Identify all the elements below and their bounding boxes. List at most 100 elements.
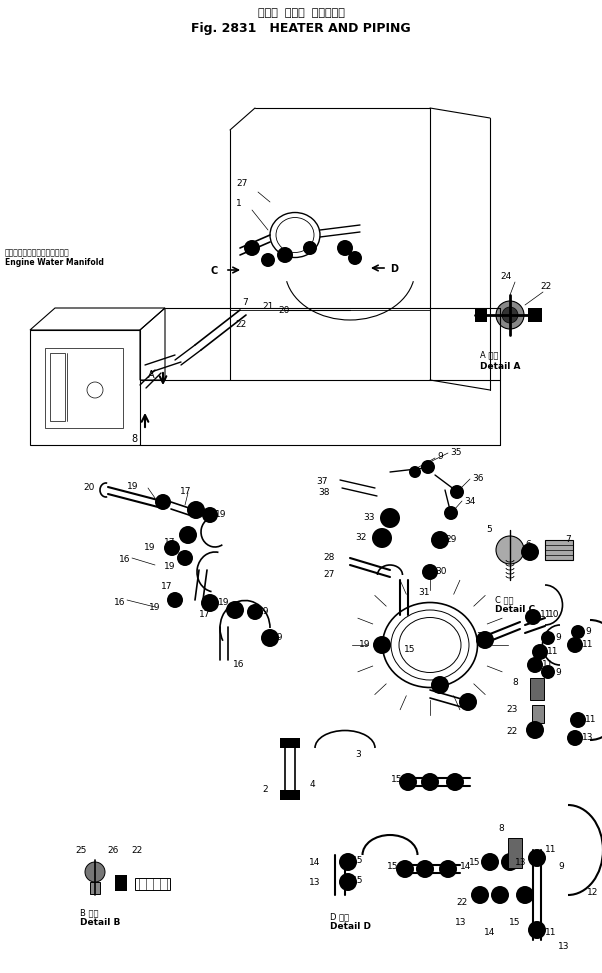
Circle shape: [399, 773, 417, 791]
Circle shape: [261, 253, 275, 267]
Bar: [90, 882, 100, 894]
Text: 14: 14: [309, 858, 320, 867]
Text: 7: 7: [242, 298, 248, 307]
Text: D: D: [390, 264, 398, 274]
Text: 16: 16: [119, 555, 130, 564]
Text: Detail A: Detail A: [480, 362, 521, 371]
Text: 22: 22: [507, 727, 518, 736]
Text: 30: 30: [435, 567, 447, 576]
Text: 8: 8: [498, 824, 504, 833]
Circle shape: [516, 886, 534, 904]
Text: 20: 20: [84, 483, 95, 492]
Text: 9: 9: [585, 627, 591, 636]
Text: 24: 24: [500, 272, 511, 281]
Text: A 詳細: A 詳細: [480, 350, 498, 359]
Text: 1: 1: [236, 199, 242, 208]
Text: B 詳細: B 詳細: [80, 908, 99, 917]
Circle shape: [277, 247, 293, 263]
Circle shape: [571, 625, 585, 639]
Text: 31: 31: [418, 588, 429, 597]
Bar: [45, 348, 123, 428]
Text: 19: 19: [126, 482, 138, 491]
Bar: [528, 308, 542, 322]
Text: 17: 17: [164, 538, 175, 547]
Text: 11: 11: [547, 647, 559, 656]
Text: Detail C: Detail C: [495, 605, 535, 614]
Text: 11: 11: [545, 928, 556, 937]
Text: 22: 22: [457, 898, 468, 907]
Circle shape: [303, 241, 317, 255]
Circle shape: [444, 506, 458, 520]
Circle shape: [155, 494, 171, 510]
Circle shape: [567, 637, 583, 653]
Text: 17: 17: [161, 582, 172, 591]
Text: 27: 27: [237, 179, 248, 188]
Circle shape: [421, 460, 435, 474]
Circle shape: [416, 860, 434, 878]
Circle shape: [422, 564, 438, 580]
Text: 15: 15: [468, 858, 480, 867]
Bar: [530, 678, 544, 700]
Text: 8: 8: [131, 434, 137, 444]
Bar: [115, 875, 127, 891]
Text: 17: 17: [199, 610, 210, 619]
Bar: [30, 330, 140, 445]
Circle shape: [501, 853, 519, 871]
Circle shape: [339, 873, 357, 891]
Text: 13: 13: [308, 878, 320, 887]
Circle shape: [532, 644, 548, 660]
Circle shape: [459, 693, 477, 711]
Text: 19: 19: [164, 562, 175, 571]
Circle shape: [337, 240, 353, 256]
Text: 9: 9: [555, 633, 560, 642]
Text: 13: 13: [582, 733, 594, 742]
Text: 13: 13: [455, 918, 466, 927]
Text: 19: 19: [215, 510, 226, 519]
Text: Detail D: Detail D: [330, 922, 371, 931]
Text: 22: 22: [235, 320, 246, 329]
Circle shape: [570, 712, 586, 728]
Text: 19: 19: [143, 543, 155, 552]
Circle shape: [446, 773, 464, 791]
Circle shape: [450, 485, 464, 499]
Circle shape: [348, 251, 362, 265]
Text: 16: 16: [233, 660, 244, 669]
Circle shape: [471, 886, 489, 904]
Text: 9: 9: [558, 862, 563, 871]
Text: 22: 22: [540, 282, 551, 291]
Text: C: C: [211, 266, 218, 276]
Text: 14: 14: [485, 928, 495, 937]
Circle shape: [541, 631, 555, 645]
Circle shape: [481, 853, 499, 871]
Text: 22: 22: [131, 846, 143, 855]
Text: Detail B: Detail B: [80, 918, 120, 927]
Circle shape: [491, 886, 509, 904]
Circle shape: [528, 921, 546, 939]
Text: 34: 34: [464, 497, 476, 506]
Text: 21: 21: [262, 302, 273, 311]
Text: 19: 19: [149, 603, 160, 612]
Bar: [545, 540, 573, 560]
Text: 29: 29: [445, 535, 456, 544]
Text: Engine Water Manifold: Engine Water Manifold: [5, 258, 104, 267]
Circle shape: [439, 860, 457, 878]
Text: 12: 12: [587, 888, 598, 897]
Bar: [532, 705, 544, 723]
Text: 15: 15: [386, 862, 398, 871]
Circle shape: [201, 594, 219, 612]
Circle shape: [431, 531, 449, 549]
Circle shape: [525, 609, 541, 625]
Circle shape: [567, 730, 583, 746]
Bar: [280, 738, 300, 748]
Circle shape: [527, 657, 543, 673]
Text: 10: 10: [548, 610, 559, 619]
Text: 3: 3: [476, 632, 482, 641]
Text: 16: 16: [114, 598, 125, 607]
Text: 19: 19: [218, 598, 229, 607]
Text: 36: 36: [472, 474, 483, 483]
Circle shape: [372, 528, 392, 548]
Text: 2: 2: [262, 785, 268, 794]
Text: 12: 12: [571, 715, 582, 724]
Text: 15: 15: [509, 918, 521, 927]
Text: 13: 13: [515, 858, 527, 867]
